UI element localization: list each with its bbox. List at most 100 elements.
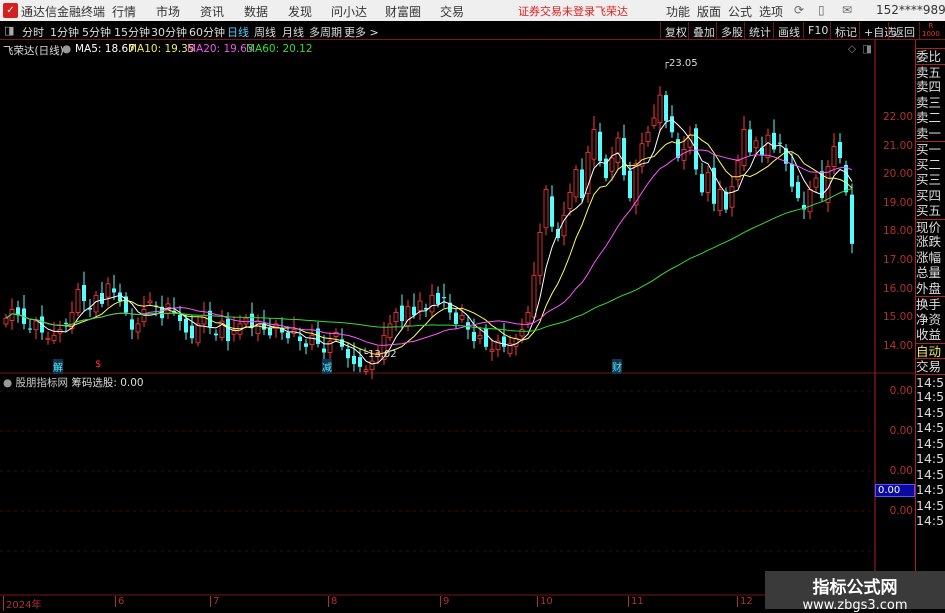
candle	[489, 338, 495, 361]
menu-item[interactable]: 资讯	[200, 5, 225, 19]
period-tab-active[interactable]: 日线	[227, 26, 249, 39]
mark-button[interactable]: 标记	[830, 22, 861, 39]
event-marker[interactable]: 解	[53, 359, 63, 374]
x-tick: 12	[737, 596, 753, 607]
panel-toggle-icon[interactable]: ◨	[4, 24, 15, 37]
period-tab[interactable]: 30分钟	[151, 26, 187, 39]
candle-body	[250, 313, 254, 327]
period-tab[interactable]: 月线	[282, 26, 304, 39]
settings-icon[interactable]: ●	[62, 43, 72, 55]
period-tab[interactable]: 5分钟	[82, 26, 111, 39]
candle	[316, 321, 320, 348]
menu-item[interactable]: 财富圈	[385, 5, 422, 19]
menu-item[interactable]: 选项	[759, 5, 784, 19]
event-marker[interactable]: $	[95, 359, 102, 370]
candle-body	[112, 288, 116, 293]
expand-icon[interactable]: ◨	[862, 43, 872, 55]
draw-button[interactable]: 画线	[773, 22, 804, 39]
candle	[304, 339, 308, 355]
candle-body	[784, 148, 788, 164]
period-tab[interactable]: 多周期	[309, 26, 342, 39]
add-watchlist-button[interactable]: +自选	[859, 22, 899, 39]
more-button[interactable]: 更多 >	[344, 26, 379, 39]
candle-body	[400, 305, 404, 322]
side-panel-item: 卖二	[916, 110, 942, 125]
y-tick: 14.00	[882, 339, 913, 352]
candle	[327, 332, 333, 360]
candle-body	[778, 142, 782, 144]
candle	[760, 136, 764, 163]
candle	[208, 301, 212, 335]
menu-item[interactable]: 市场	[156, 5, 181, 19]
candle-body	[645, 131, 651, 142]
candle	[609, 146, 615, 181]
candle	[22, 295, 26, 330]
period-tab[interactable]: 分时	[22, 26, 44, 39]
candle-body	[681, 149, 687, 161]
candle-body	[700, 174, 704, 193]
refresh-icon[interactable]: ⟳	[794, 3, 805, 17]
candle	[400, 294, 404, 329]
candle	[436, 286, 440, 308]
candle-body	[580, 169, 584, 199]
candle-body	[100, 293, 104, 304]
trade-time: 14:56	[916, 435, 945, 451]
menu-item[interactable]: 公式	[728, 5, 753, 19]
menu-item[interactable]: 数据	[244, 5, 269, 19]
y-tick: 20.00	[882, 168, 913, 181]
phone-icon[interactable]: ▯	[818, 3, 825, 17]
event-marker[interactable]: 减	[322, 359, 332, 374]
candle	[130, 308, 134, 340]
candle	[214, 329, 218, 341]
period-tab[interactable]: 60分钟	[189, 26, 225, 39]
collapse-icon[interactable]: ●	[3, 377, 13, 389]
indicator-name[interactable]: 股朋指标网	[15, 377, 69, 389]
candle	[466, 315, 470, 340]
candle	[3, 313, 9, 328]
candle-body	[598, 131, 602, 161]
candle	[585, 145, 591, 203]
candle-body	[214, 333, 218, 336]
event-marker[interactable]: 财	[612, 359, 622, 374]
candle-body	[525, 312, 531, 324]
candle	[100, 281, 104, 308]
login-status[interactable]: 证券交易未登录	[518, 5, 595, 18]
candle-body	[550, 196, 554, 227]
menu-item[interactable]: 发现	[288, 5, 313, 19]
account[interactable]: 152****9892	[876, 3, 945, 17]
menu-item[interactable]: 版面	[697, 5, 722, 19]
diamond-icon[interactable]: ◇	[848, 43, 857, 55]
candle	[598, 122, 602, 167]
x-tick: 6	[115, 596, 124, 607]
candle-body	[585, 151, 591, 194]
back-button[interactable]: 返回	[888, 22, 920, 39]
candle-body	[75, 289, 81, 313]
menu-item[interactable]: 问小达	[331, 5, 368, 19]
menu-item[interactable]: 功能	[666, 5, 691, 19]
trade-time: 14:56	[916, 497, 945, 513]
period-tab[interactable]: 1分钟	[50, 26, 79, 39]
candle-body	[651, 117, 657, 126]
kline-chart[interactable]	[0, 40, 915, 609]
candle-body	[105, 283, 111, 298]
multi-stock-button[interactable]: 多股	[716, 22, 747, 39]
candle	[561, 201, 567, 246]
candle-body	[807, 189, 813, 213]
candle	[580, 158, 584, 202]
candle-body	[381, 334, 387, 360]
candle	[442, 283, 446, 308]
period-tab[interactable]: 周线	[254, 26, 276, 39]
f10-button[interactable]: F10	[803, 22, 832, 39]
overlay-button[interactable]: 叠加	[688, 22, 719, 39]
trade-time: 14:56	[916, 466, 945, 482]
menu-item[interactable]: 交易	[440, 5, 465, 19]
period-tab[interactable]: 15分钟	[114, 26, 150, 39]
candle	[243, 313, 249, 328]
candle	[633, 159, 639, 215]
candle-body	[369, 360, 375, 371]
side-panel-item: 收益	[916, 327, 942, 342]
stats-button[interactable]: 统计	[744, 22, 775, 39]
menu-item[interactable]: 行情	[112, 5, 137, 19]
adjust-button[interactable]: 复权	[660, 22, 691, 39]
mail-icon[interactable]: ✉	[842, 3, 853, 17]
